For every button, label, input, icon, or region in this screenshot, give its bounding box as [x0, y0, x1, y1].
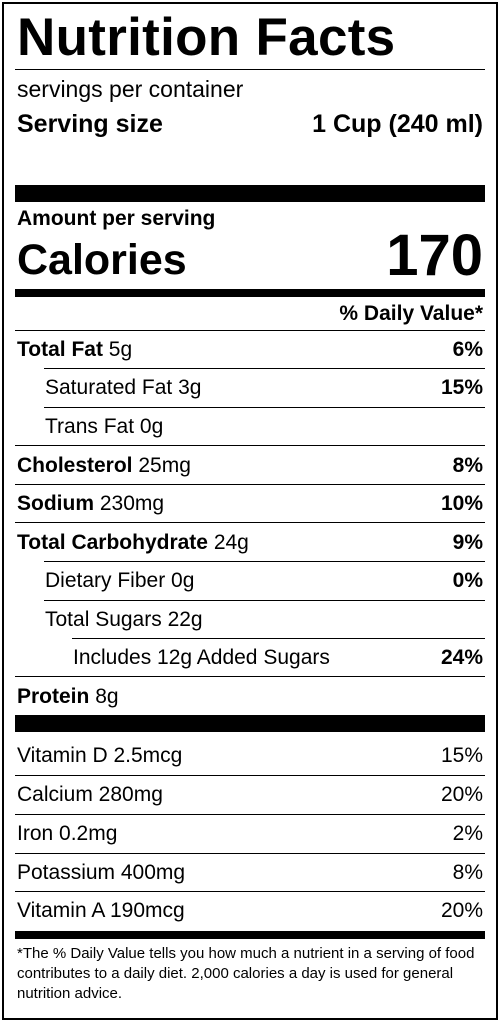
row-divider	[15, 814, 485, 815]
nutrient-amount: 25mg	[138, 454, 191, 477]
vitamin-label: Iron 0.2mg	[17, 822, 118, 845]
nutrient-dv: 6%	[452, 338, 483, 361]
nutrient-label: Protein	[17, 685, 90, 708]
vitamin-row: Calcium 280mg 20%	[17, 781, 483, 809]
vitamin-dv: 15%	[440, 744, 483, 767]
nutrient-dv: 0%	[452, 569, 483, 592]
thick-divider-vitamins	[15, 715, 485, 732]
nutrient-dv: 9%	[452, 531, 483, 554]
medium-divider	[15, 289, 485, 297]
nutrient-row-trans-fat: Trans Fat 0g	[17, 413, 483, 441]
nutrient-dv: 10%	[440, 492, 483, 515]
serving-size-row: Serving size 1 Cup (240 ml)	[17, 108, 483, 140]
nutrition-facts-label: Nutrition Facts servings per container S…	[2, 2, 498, 1020]
footnote: *The % Daily Value tells you how much a …	[17, 945, 475, 1002]
nutrient-row-cholesterol: Cholesterol 25mg 8%	[17, 452, 483, 480]
nutrient-label: Total Carbohydrate	[17, 531, 208, 554]
row-divider	[44, 561, 485, 562]
row-divider	[15, 853, 485, 854]
row-divider	[44, 368, 485, 369]
vitamin-row: Iron 0.2mg 2%	[17, 820, 483, 848]
footnote-divider	[15, 931, 485, 939]
vitamin-label: Vitamin D 2.5mcg	[17, 744, 183, 767]
nutrient-label: Saturated Fat 3g	[45, 376, 202, 399]
nutrient-amount: 5g	[108, 338, 133, 361]
serving-size-label: Serving size	[17, 110, 163, 138]
serving-size-value: 1 Cup (240 ml)	[312, 110, 483, 138]
nutrient-row-protein: Protein 8g	[17, 683, 483, 711]
nutrient-row-added-sugars: Includes 12g Added Sugars 24%	[17, 644, 483, 672]
row-divider	[15, 445, 485, 446]
nutrient-dv: 15%	[440, 376, 483, 399]
nutrient-row-dietary-fiber: Dietary Fiber 0g 0%	[17, 567, 483, 595]
vitamin-label: Potassium 400mg	[17, 861, 186, 884]
servings-per-container: servings per container	[17, 76, 244, 102]
nutrient-row-saturated-fat: Saturated Fat 3g 15%	[17, 374, 483, 402]
vitamin-dv: 2%	[452, 822, 483, 845]
row-divider	[15, 676, 485, 677]
row-divider	[44, 600, 485, 601]
amount-per-serving: Amount per serving	[17, 207, 216, 230]
nutrient-dv: 8%	[452, 454, 483, 477]
nutrient-dv: 24%	[440, 646, 483, 669]
nutrient-row-total-fat: Total Fat 5g 6%	[17, 336, 483, 364]
nutrient-amount: 230mg	[99, 492, 165, 515]
nutrient-label: Dietary Fiber 0g	[45, 569, 195, 592]
label-title: Nutrition Facts	[17, 8, 396, 67]
vitamin-row: Vitamin A 190mcg 20%	[17, 897, 483, 925]
nutrient-label: Total Sugars 22g	[45, 608, 203, 631]
nutrient-row-total-carbohydrate: Total Carbohydrate 24g 9%	[17, 529, 483, 557]
vitamin-dv: 8%	[452, 861, 483, 884]
nutrient-amount: 8g	[95, 685, 119, 708]
row-divider	[15, 484, 485, 485]
row-divider	[15, 775, 485, 776]
nutrient-row-sodium: Sodium 230mg 10%	[17, 490, 483, 518]
calories-label: Calories	[17, 236, 187, 284]
nutrient-row-total-sugars: Total Sugars 22g	[17, 606, 483, 634]
vitamin-dv: 20%	[440, 899, 483, 922]
row-divider	[15, 330, 485, 331]
nutrient-label: Trans Fat 0g	[45, 415, 164, 438]
nutrient-amount: 24g	[213, 531, 249, 554]
nutrient-label: Includes 12g Added Sugars	[73, 646, 330, 669]
nutrient-label: Sodium	[17, 492, 94, 515]
vitamin-dv: 20%	[440, 783, 483, 806]
row-divider	[15, 891, 485, 892]
nutrient-label: Total Fat	[17, 338, 103, 361]
daily-value-header: % Daily Value*	[339, 302, 483, 325]
vitamin-row: Potassium 400mg 8%	[17, 859, 483, 887]
vitamin-label: Calcium 280mg	[17, 783, 163, 806]
vitamin-label: Vitamin A 190mcg	[17, 899, 185, 922]
title-divider	[15, 69, 485, 70]
row-divider	[44, 407, 485, 408]
row-divider	[72, 638, 485, 639]
vitamin-row: Vitamin D 2.5mcg 15%	[17, 742, 483, 770]
thick-divider-top	[15, 185, 485, 202]
row-divider	[15, 522, 485, 523]
nutrient-label: Cholesterol	[17, 454, 133, 477]
calories-value: 170	[386, 223, 483, 288]
